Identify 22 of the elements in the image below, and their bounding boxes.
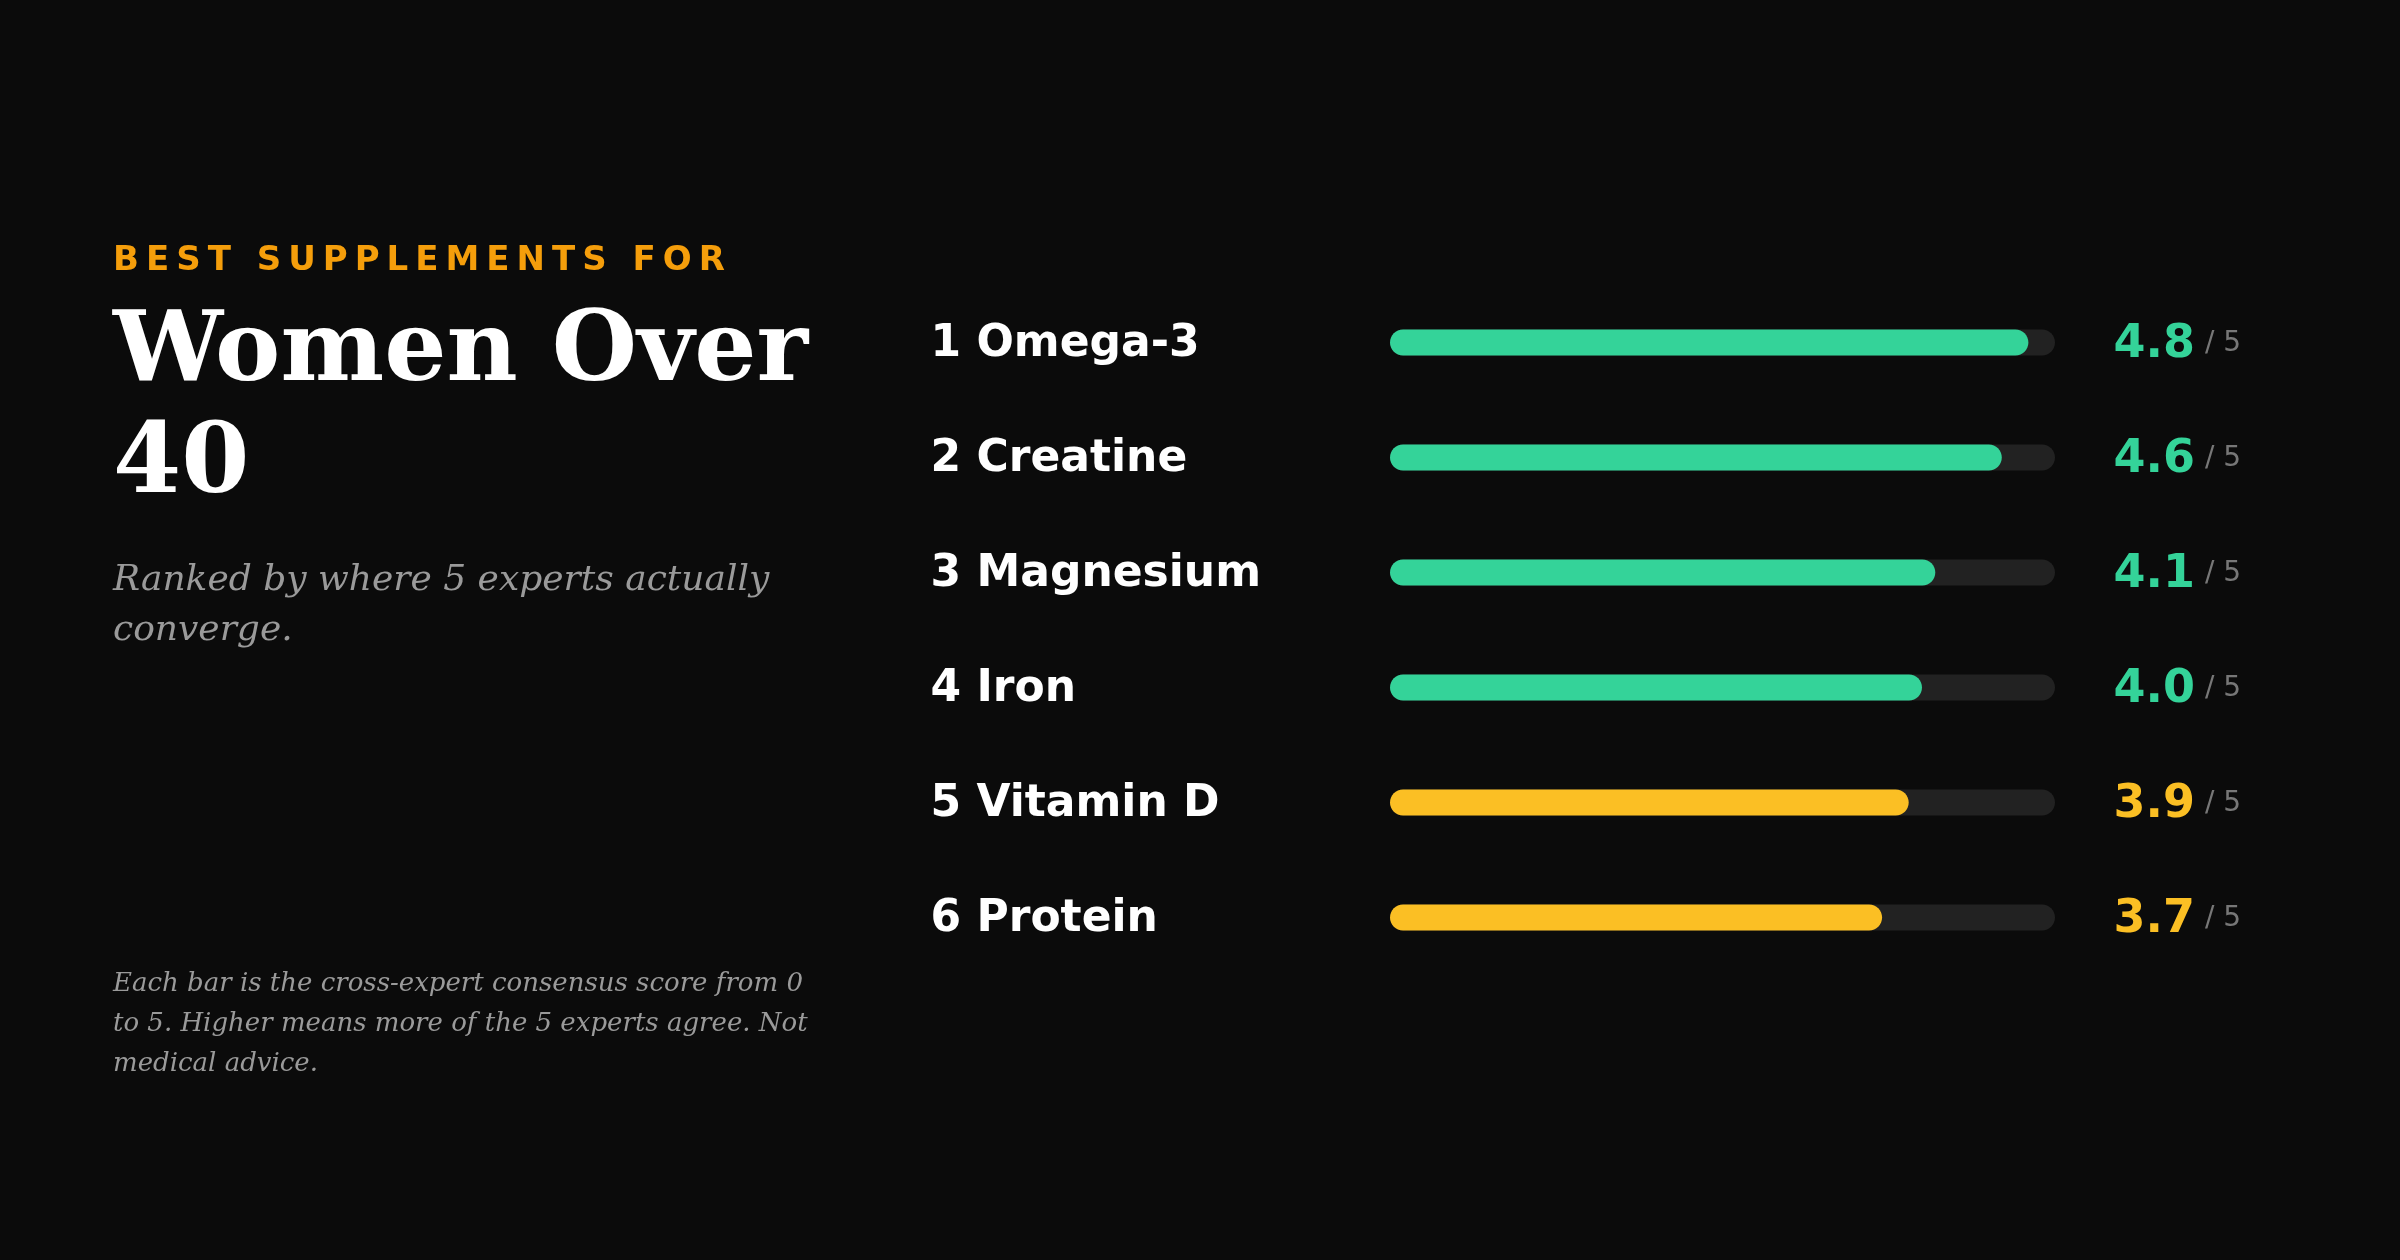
text: BEST SUPPLEMENTS FOR — [113, 238, 732, 278]
text: / 5 — [2205, 324, 2242, 358]
y-tick-label: 4 Iron — [930, 659, 1077, 711]
text: Women Over 40 — [113, 288, 810, 515]
data-label: 4.0 — [2113, 658, 2195, 713]
data-label: 3.9 — [2113, 773, 2195, 828]
text: / 5 — [2205, 784, 2242, 818]
data-label: 4.8 — [2113, 313, 2195, 368]
text: / 5 — [2205, 439, 2242, 473]
text: / 5 — [2205, 899, 2242, 933]
y-tick-label: 1 Omega-3 — [930, 314, 1200, 366]
data-label: 3.7 — [2113, 888, 2195, 943]
text: / 5 — [2205, 669, 2242, 703]
y-tick-label: 6 Protein — [930, 889, 1158, 941]
y-tick-label: 3 Magnesium — [930, 544, 1262, 596]
data-label: 4.6 — [2113, 428, 2195, 483]
data-label: 4.1 — [2113, 543, 2195, 598]
text: Each bar is the cross-expert consensus score from 0 to 5. Higher means more of the 5 experts agree. Not medical advice. — [113, 966, 809, 1079]
text: Ranked by where 5 experts actually converge. — [113, 556, 771, 650]
y-tick-label: 2 Creatine — [930, 429, 1188, 481]
text: / 5 — [2205, 554, 2242, 588]
y-tick-label: 5 Vitamin D — [930, 774, 1220, 826]
